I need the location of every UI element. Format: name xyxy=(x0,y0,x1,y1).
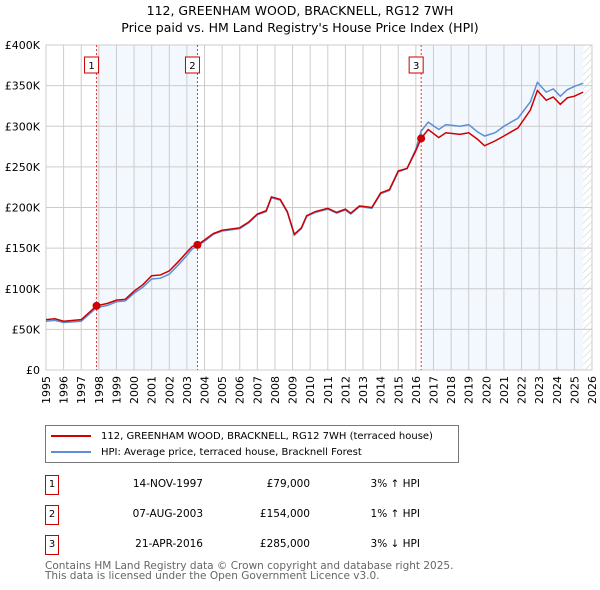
x-tick-label: 2008 xyxy=(269,376,282,404)
sale-label-box xyxy=(408,56,424,74)
footer: Contains HM Land Registry data © Crown c… xyxy=(45,560,454,582)
sale-date: 14-NOV-1997 xyxy=(132,478,203,490)
copyright-text: Contains HM Land Registry data © Crown c… xyxy=(45,560,454,572)
property-line xyxy=(45,89,584,323)
y-tick-label: £350K xyxy=(5,80,41,93)
sale-hpi: 1% ↑ HPI xyxy=(370,508,420,520)
legend-item-hpi: HPI: Average price, terraced house, Brac… xyxy=(51,444,362,460)
x-tick-label: 2017 xyxy=(427,376,440,404)
y-tick-label: £50K xyxy=(12,323,41,336)
legend-swatch-blue xyxy=(51,451,91,453)
x-tick-label: 2007 xyxy=(251,376,264,404)
sale-price: £154,000 xyxy=(259,508,310,520)
x-tick-label: 2019 xyxy=(463,376,476,404)
sale-marker: 2 xyxy=(45,505,59,525)
license-text: This data is licensed under the Open Gov… xyxy=(45,570,380,582)
sale-date: 21-APR-2016 xyxy=(135,538,203,550)
legend: 112, GREENHAM WOOD, BRACKNELL, RG12 7WH … xyxy=(45,425,459,463)
y-tick-label: £200K xyxy=(5,202,41,215)
chart-title: 112, GREENHAM WOOD, BRACKNELL, RG12 7WH xyxy=(146,3,454,18)
sale-date: 07-AUG-2003 xyxy=(132,508,203,520)
x-tick-label: 2020 xyxy=(480,376,493,404)
sale-hpi: 3% ↓ HPI xyxy=(370,538,420,550)
x-tick-label: 2018 xyxy=(445,376,458,404)
sale-price: £285,000 xyxy=(259,538,310,550)
sale-row: 1 14-NOV-1997 £79,000 3% ↑ HPI xyxy=(45,475,600,495)
legend-item-property: 112, GREENHAM WOOD, BRACKNELL, RG12 7WH … xyxy=(51,428,433,444)
sale-marker: 3 xyxy=(45,535,59,555)
sale-hpi: 3% ↑ HPI xyxy=(370,478,420,490)
plot-border xyxy=(45,44,593,371)
y-tick-label: £250K xyxy=(5,161,41,174)
x-tick-label: 2010 xyxy=(304,376,317,404)
x-tick-label: 2005 xyxy=(216,376,229,404)
sale-label-box xyxy=(184,56,200,74)
chart-subtitle: Price paid vs. HM Land Registry's House … xyxy=(121,20,479,35)
x-tick-label: 2024 xyxy=(551,376,564,404)
sale-row: 3 21-APR-2016 £285,000 3% ↓ HPI xyxy=(45,535,600,555)
x-tick-label: 2023 xyxy=(533,376,546,404)
x-tick-label: 1996 xyxy=(58,376,71,404)
x-tick-label: 1997 xyxy=(75,376,88,404)
sale-label-number: 2 xyxy=(189,61,195,72)
x-tick-label: 2004 xyxy=(199,376,212,404)
sale-point xyxy=(92,301,101,310)
sale-label-box xyxy=(84,56,100,74)
x-tick-label: 2025 xyxy=(568,376,581,404)
x-tick-label: 2026 xyxy=(586,376,599,404)
x-tick-label: 2006 xyxy=(234,376,247,404)
x-tick-label: 2003 xyxy=(181,376,194,404)
x-tick-label: 1999 xyxy=(110,376,123,404)
sale-point xyxy=(193,240,202,249)
sale-label-number: 3 xyxy=(413,61,419,72)
y-tick-label: £0 xyxy=(26,364,40,377)
x-tick-label: 2001 xyxy=(146,376,159,404)
x-tick-label: 1998 xyxy=(93,376,106,404)
x-tick-label: 2011 xyxy=(322,376,335,404)
y-tick-label: £100K xyxy=(5,283,41,296)
x-tick-label: 2012 xyxy=(339,376,352,404)
x-tick-label: 2000 xyxy=(128,376,141,404)
x-tick-label: 2013 xyxy=(357,376,370,404)
sale-row: 2 07-AUG-2003 £154,000 1% ↑ HPI xyxy=(45,505,600,525)
sale-point xyxy=(417,134,426,143)
x-tick-label: 2015 xyxy=(392,376,405,404)
legend-label: 112, GREENHAM WOOD, BRACKNELL, RG12 7WH … xyxy=(101,430,433,442)
y-tick-label: £300K xyxy=(5,120,41,133)
sale-label-number: 1 xyxy=(88,61,94,72)
plot-area: 1995 1996 1997 1998 1999 2000 2001 2002 2003 2004… xyxy=(5,39,599,404)
sale-marker: 1 xyxy=(45,475,59,495)
x-tick-label: 2021 xyxy=(498,376,511,404)
x-tick-label: 2016 xyxy=(410,376,423,404)
x-tick-label: 2002 xyxy=(163,376,176,404)
x-tick-label: 1995 xyxy=(40,376,53,404)
y-tick-label: £400K xyxy=(5,39,41,52)
x-tick-label: 2014 xyxy=(375,376,388,404)
sale-price: £79,000 xyxy=(266,478,310,490)
x-tick-label: 2009 xyxy=(287,376,300,404)
y-tick-label: £150K xyxy=(5,242,41,255)
legend-label: HPI: Average price, terraced house, Brac… xyxy=(101,446,362,458)
legend-swatch-red xyxy=(51,435,91,437)
x-tick-label: 2022 xyxy=(516,376,529,404)
